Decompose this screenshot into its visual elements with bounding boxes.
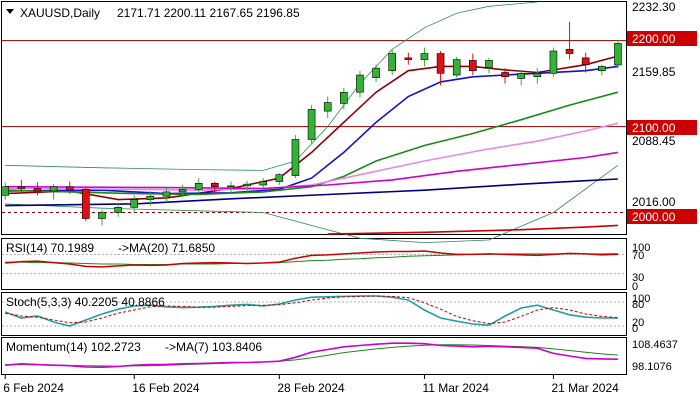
price-tick-2088: 2088.45	[632, 134, 676, 148]
candle-body	[65, 186, 74, 190]
candle-body	[469, 60, 477, 72]
candle-body	[372, 67, 380, 78]
main-pane	[1, 1, 626, 244]
candle-body	[1, 186, 10, 196]
x-tick-label: 21 Mar 2024	[551, 381, 619, 395]
candle-body	[114, 207, 122, 213]
moving-average-4	[5, 151, 619, 190]
stoch-tick-100: 100	[632, 293, 650, 305]
candle-body	[501, 72, 509, 78]
rsi-tick-0: 0	[632, 281, 638, 293]
momentum-tick-low: 98.1076	[632, 361, 672, 373]
stoch-main-line	[4, 295, 618, 327]
rsi-tick-30: 30	[632, 272, 644, 284]
main-pane-frame	[1, 1, 627, 235]
price-marker-2100-text: 2100.00	[632, 121, 676, 135]
candle-body	[178, 189, 187, 193]
price-tick-2016: 2016.00	[632, 195, 676, 209]
candle-body	[291, 139, 300, 176]
candle-body	[162, 191, 171, 197]
candle-body	[194, 183, 203, 190]
candle-body	[404, 57, 413, 60]
rsi-ma-line	[5, 253, 618, 265]
rsi-tick-70: 70	[632, 250, 644, 262]
moving-average-2	[5, 91, 619, 196]
price-marker-2000-text: 2000.00	[632, 210, 676, 224]
price-tick-2159: 2159.85	[632, 65, 676, 79]
chart-ohlc: 2171.71 2200.11 2167.65 2196.85	[117, 6, 300, 20]
candle-body	[614, 43, 622, 66]
candle-body	[485, 60, 493, 68]
candle-body	[307, 109, 316, 140]
candle-body	[82, 189, 90, 219]
momentum-pane	[5, 342, 618, 369]
chart-symbol: XAUUSD,Daily	[20, 6, 100, 20]
x-tick-label: 11 Mar 2024	[422, 381, 489, 395]
candle-body	[356, 74, 364, 93]
candle-body	[549, 50, 558, 74]
price-marker-2200-text: 2200.00	[632, 32, 676, 46]
stoch-label: Stoch(5,3,3) 40.2205 40.8866	[6, 295, 165, 309]
moving-average-3	[5, 122, 619, 192]
price-marker-2100	[627, 120, 697, 135]
candle-body	[581, 57, 590, 66]
candle-body	[275, 174, 284, 182]
rsi-label: RSI(14) 70.1989	[6, 241, 94, 255]
rsi-tick-100: 100	[632, 242, 650, 254]
candle-body	[323, 102, 332, 112]
rsi-pane-frame	[1, 238, 627, 290]
x-tick-label: 28 Feb 2024	[277, 381, 345, 395]
candle-body	[49, 186, 58, 192]
momentum-line	[5, 342, 618, 369]
rsi-ma-label: ->MA(20) 71.6850	[118, 241, 215, 255]
candle-body	[17, 186, 26, 189]
rsi-pane	[2, 250, 626, 275]
candle-body	[340, 91, 348, 104]
candle-body	[146, 195, 155, 200]
envelope-band-0	[5, 1, 538, 171]
x-axis: 6 Feb 2024 16 Feb 2024 28 Feb 2024 11 Mar 2…	[3, 375, 619, 395]
candle-body	[211, 183, 219, 188]
candle-body	[517, 73, 525, 79]
momentum-pane-frame	[1, 337, 627, 375]
moving-average-6	[327, 224, 618, 235]
rsi-line	[5, 250, 618, 268]
candle-body	[33, 188, 42, 192]
momentum-tick-high: 108.4637	[632, 339, 678, 351]
candle-body	[243, 183, 251, 187]
x-tick-label: 6 Feb 2024	[3, 381, 64, 395]
price-tick-2232: 2232.30	[632, 0, 676, 14]
moving-average-1	[5, 65, 619, 195]
candle-body	[452, 59, 461, 76]
candle-body	[565, 48, 574, 54]
candle-body	[420, 53, 429, 60]
stoch-tick-20: 20	[632, 317, 644, 329]
envelope-band-1	[5, 164, 619, 244]
momentum-label: Momentum(14) 102.2723	[6, 340, 141, 354]
stoch-tick-80: 80	[632, 299, 644, 311]
momentum-ma-label: ->MA(7) 103.8406	[165, 340, 262, 354]
price-marker-2200	[627, 31, 697, 46]
candle-body	[227, 185, 235, 188]
stoch-pane-frame	[1, 292, 627, 336]
candle-body	[259, 181, 268, 186]
stoch-tick-0: 0	[632, 323, 638, 335]
candle-body	[98, 212, 106, 219]
candle-body	[130, 199, 139, 208]
candle-body	[388, 53, 397, 72]
price-marker-2000	[627, 209, 697, 224]
candle-body	[533, 73, 542, 78]
collapse-triangle-icon[interactable]	[6, 9, 14, 14]
x-tick-label: 16 Feb 2024	[132, 381, 200, 395]
candle-body	[436, 53, 445, 74]
stoch-pane	[2, 295, 626, 327]
candle-body	[598, 66, 606, 72]
